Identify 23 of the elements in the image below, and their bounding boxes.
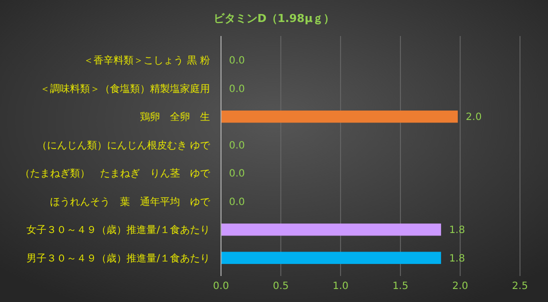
x-tick-label: 1.0 bbox=[332, 281, 349, 292]
chart-title: ビタミンD（1.98μｇ） bbox=[213, 12, 335, 25]
x-tick-label: 1.5 bbox=[392, 281, 408, 292]
x-tick-label: 0.5 bbox=[272, 281, 289, 292]
y-tick-label: 鶏卵 全卵 生 bbox=[140, 111, 210, 124]
y-tick-label: 男子３０～４９（歳）推進量/１食あたり bbox=[26, 252, 210, 264]
data-label: 1.8 bbox=[449, 253, 465, 264]
y-tick-label: ＜調味料類＞（食塩類）精製塩家庭用 bbox=[40, 82, 210, 95]
data-label: 2.0 bbox=[466, 112, 482, 124]
y-tick-label: ＜香辛料類＞こしょう 黒 粉 bbox=[84, 54, 210, 67]
y-tick-label: 女子３０～４９（歳）推進量/１食あたり bbox=[26, 224, 210, 236]
x-tick-label: 2.5 bbox=[512, 281, 528, 292]
data-label: 0.0 bbox=[229, 140, 245, 152]
x-tick-label: 0.0 bbox=[213, 281, 229, 292]
data-label: 0.0 bbox=[229, 168, 245, 180]
data-label: 0.0 bbox=[229, 196, 245, 208]
y-tick-label: （たまねぎ類） たまねぎ りん茎 ゆで bbox=[20, 168, 211, 180]
data-label: 0.0 bbox=[229, 84, 245, 95]
x-tick-label: 2.0 bbox=[452, 281, 468, 292]
data-label: 0.0 bbox=[229, 56, 245, 67]
y-tick-label: （にんじん類）にんじん根皮むき ゆで bbox=[36, 139, 211, 152]
data-label: 1.8 bbox=[449, 225, 465, 236]
y-tick-label: ほうれんそう 葉 通年平均 ゆで bbox=[50, 196, 211, 208]
